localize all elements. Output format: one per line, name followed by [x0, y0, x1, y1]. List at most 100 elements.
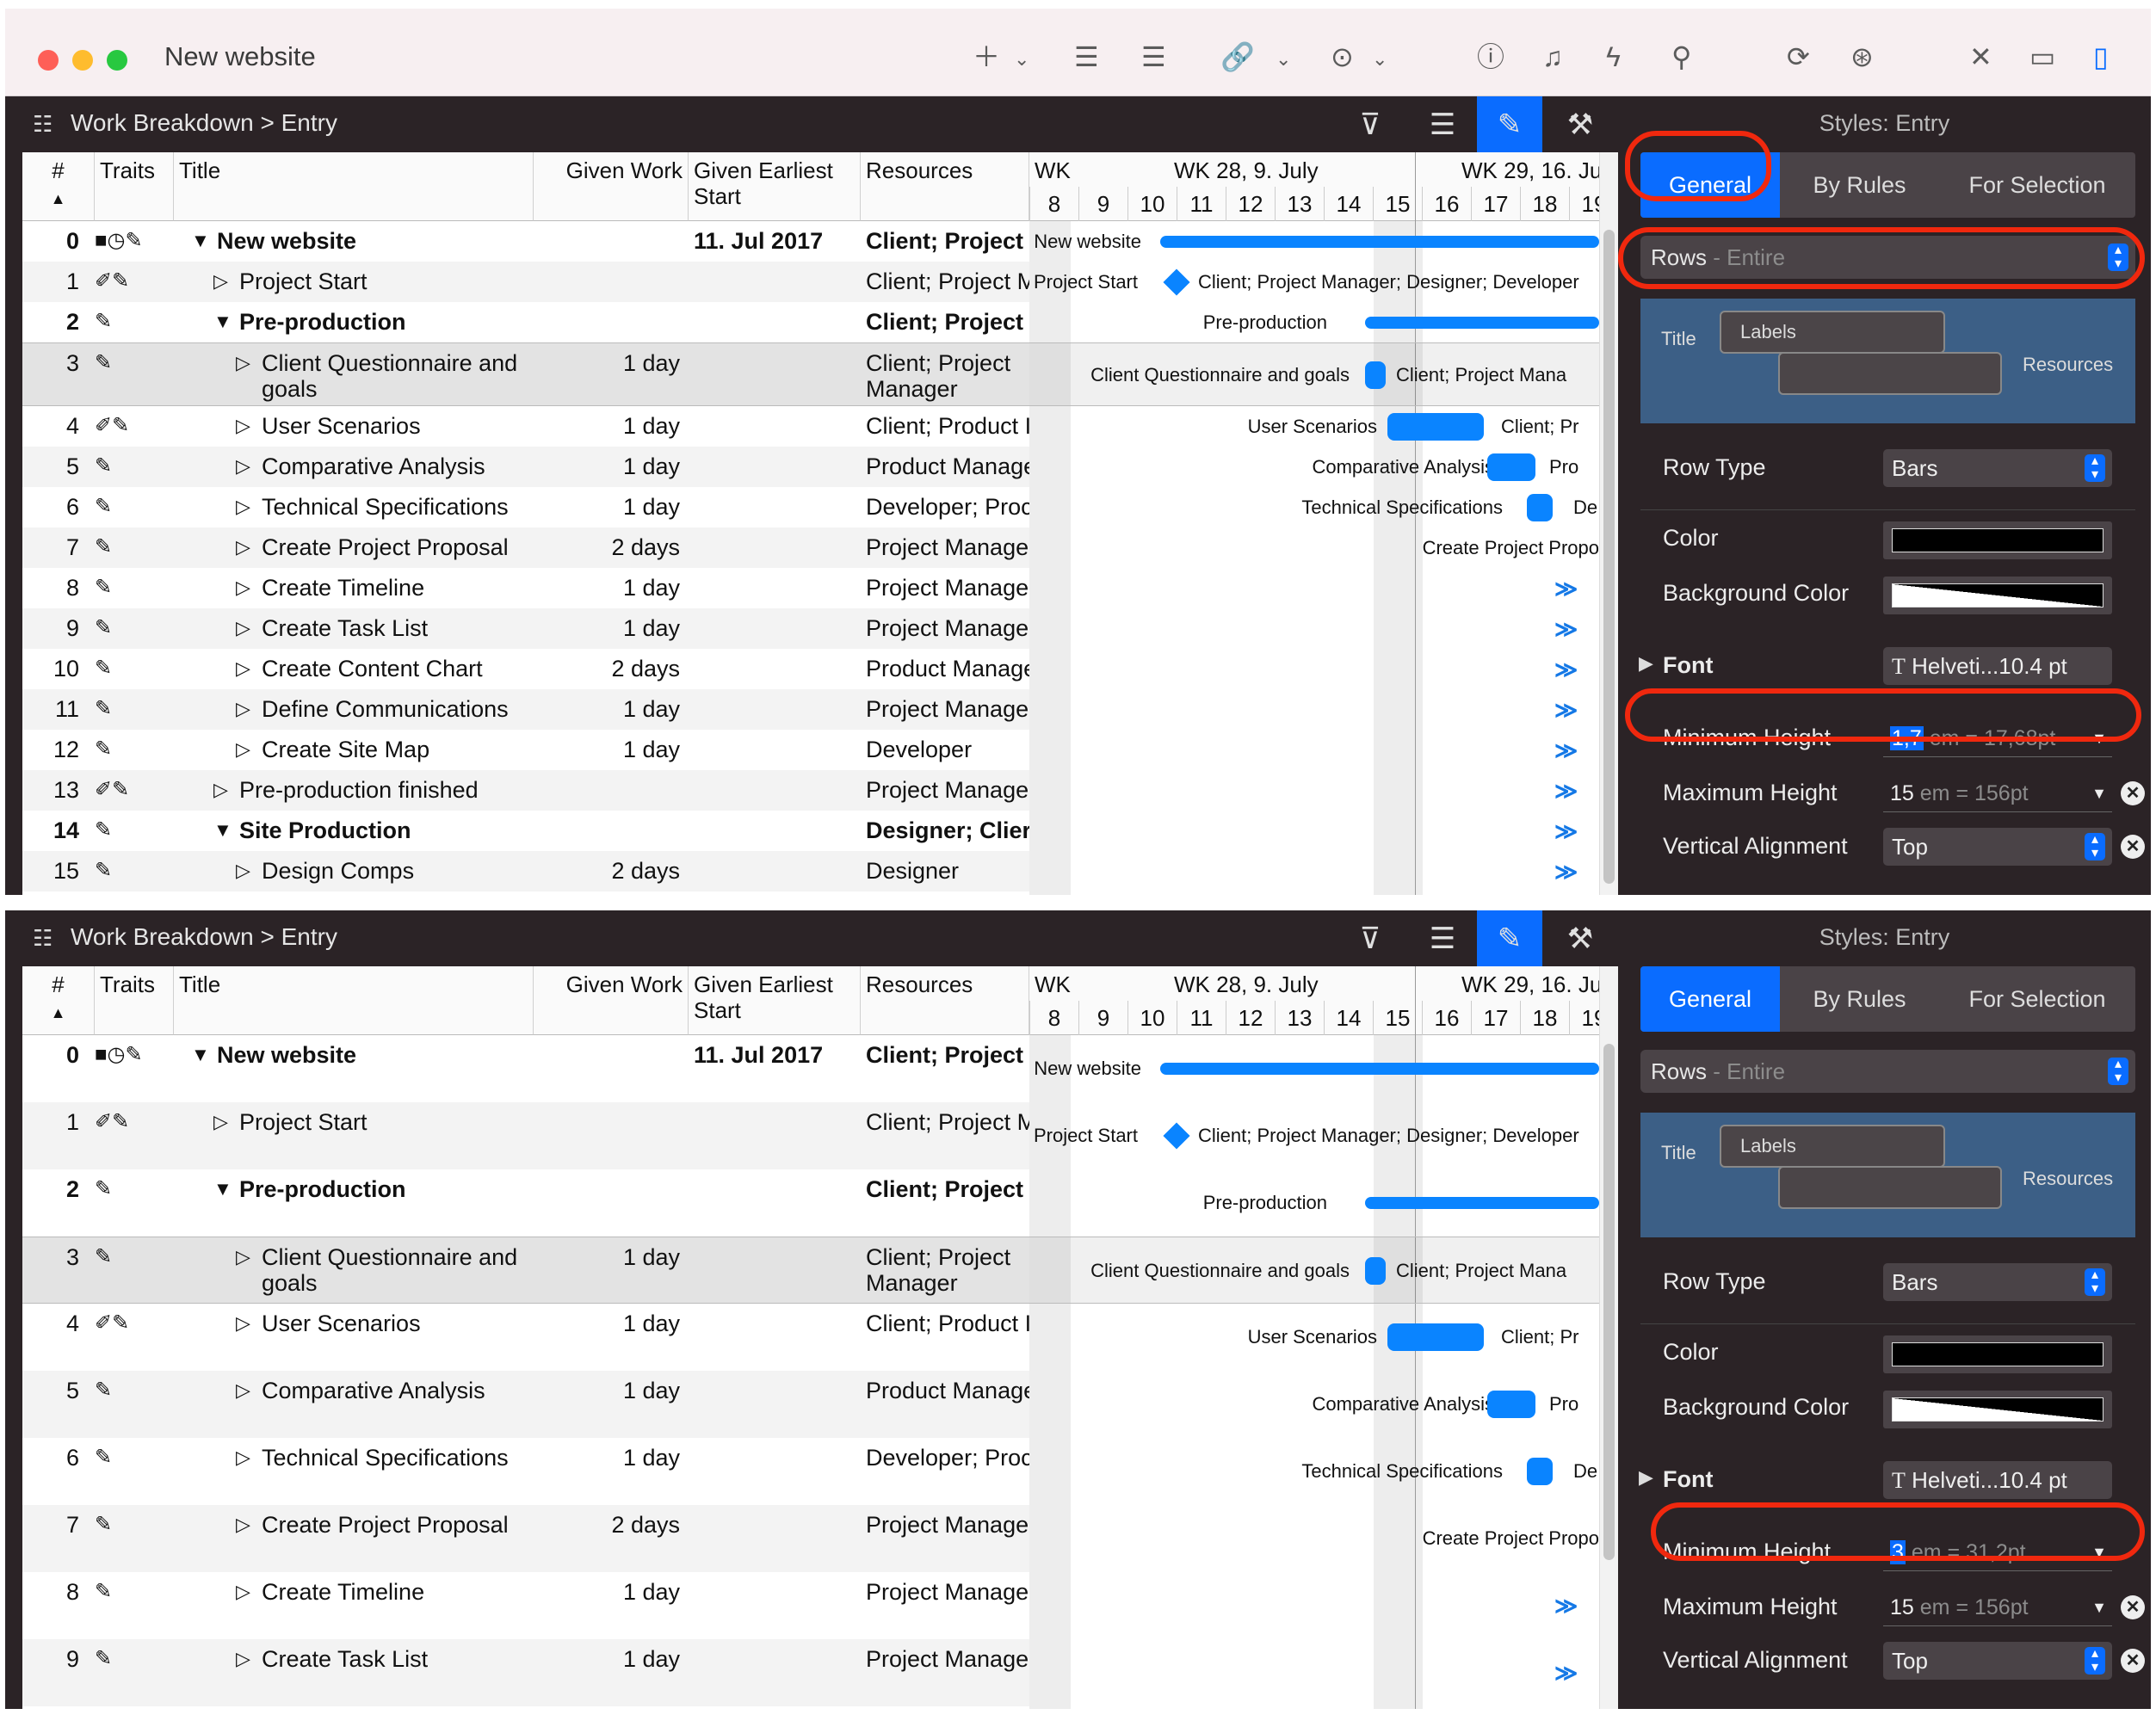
row-given-work[interactable]: 1 day — [622, 737, 680, 762]
lightning-icon[interactable]: ϟ — [1606, 41, 1621, 72]
row-resources[interactable]: Client; Project — [866, 228, 1024, 254]
table-row[interactable]: 6 ✎ ▷ Technical Specifications 1 day Develope… — [22, 1438, 1029, 1505]
row-resources[interactable]: Developer; Proc — [866, 494, 1029, 520]
outdent-icon[interactable]: ☰ — [1141, 41, 1166, 72]
table-row[interactable]: 6 ✎ ▷ Technical Specifications 1 day Develope… — [22, 487, 1029, 527]
disclosure-triangle-icon[interactable]: ▷ — [236, 617, 250, 638]
row-resources[interactable]: Developer — [866, 737, 973, 762]
vertical-scrollbar[interactable] — [1599, 152, 1618, 895]
disclosure-triangle-icon[interactable]: ▷ — [236, 1246, 250, 1267]
font-button[interactable]: T Helveti...10.4 pt — [1883, 647, 2112, 685]
disclosure-triangle-icon[interactable]: ▷ — [236, 698, 250, 719]
chevron-down-icon[interactable]: ⌄ — [1276, 48, 1292, 70]
table-row[interactable]: 8 ✎ ▷ Create Timeline 1 day Project Manage — [22, 1572, 1029, 1639]
row-resources[interactable]: Product Manage — [866, 1378, 1029, 1403]
row-given-work[interactable]: 1 day — [622, 1378, 680, 1403]
table-row[interactable]: 3 ✎ ▷ Client Questionnaire and goals 1 day Cli… — [22, 342, 1029, 406]
wrench-icon[interactable]: ⚒ — [1566, 922, 1594, 955]
disclosure-triangle-icon[interactable]: ▷ — [213, 779, 228, 800]
scrollbar-thumb[interactable] — [1603, 230, 1615, 884]
row-title[interactable]: Pre-production — [239, 1176, 406, 1202]
row-resources[interactable]: Designer; Clier — [866, 817, 1029, 843]
help-icon[interactable]: ⓘ — [1477, 41, 1505, 72]
row-title[interactable]: Client Questionnaire and — [262, 350, 518, 376]
background-color-well[interactable] — [1883, 577, 2112, 614]
disclosure-triangle-icon[interactable]: ▷ — [236, 1379, 250, 1401]
row-resources[interactable]: Client; Project — [866, 350, 1011, 376]
sync-icon[interactable]: ⟳ — [1787, 41, 1810, 72]
disclosure-triangle-icon[interactable]: ▷ — [236, 455, 250, 477]
gantt-bar[interactable] — [1487, 453, 1535, 481]
table-row[interactable]: 15 ✎ ▷ Design Comps 2 days Designer — [22, 851, 1029, 891]
row-given-work[interactable]: 2 days — [611, 1512, 680, 1538]
row-resources[interactable]: Project Manage — [866, 575, 1029, 601]
disclosure-triangle-icon[interactable]: ▷ — [236, 1312, 250, 1334]
tab-for-selection[interactable]: For Selection — [1968, 172, 2106, 198]
row-resources[interactable]: Project Manage — [866, 696, 1029, 722]
table-row[interactable]: 14 ✎ ▼ Site Production Designer; Clier — [22, 811, 1029, 851]
network-icon[interactable]: ⊛ — [1850, 41, 1874, 72]
col-header-given-earliest-start[interactable]: Given Earliest Start — [689, 152, 861, 221]
row-resources[interactable]: Project Manage — [866, 1579, 1029, 1605]
sidebar-right-icon[interactable]: ▯ — [2093, 41, 2109, 72]
disclosure-triangle-icon[interactable]: ▷ — [236, 352, 250, 373]
row-given-work[interactable]: 1 day — [622, 1445, 680, 1471]
row-resources[interactable]: Client; Product I — [866, 413, 1029, 439]
gantt-bar[interactable] — [1365, 361, 1386, 389]
disclosure-triangle-icon[interactable]: ▷ — [236, 738, 250, 760]
scrollbar-thumb[interactable] — [1603, 1044, 1615, 1560]
row-title[interactable]: Define Communications — [262, 696, 509, 722]
row-given-work[interactable]: 1 day — [622, 1646, 680, 1672]
maximum-height-field[interactable]: 15 em = 156pt ▼ — [1883, 774, 2112, 812]
gantt-bar[interactable] — [1387, 413, 1484, 441]
disclosure-triangle-icon[interactable]: ▷ — [236, 1648, 250, 1669]
table-row[interactable]: 9 ✎ ▷ Create Task List 1 day Project Manage — [22, 1639, 1029, 1706]
table-row[interactable]: 2 ✎ ▼ Pre-production Client; Project — [22, 1169, 1029, 1237]
col-header-given-work[interactable]: Given Work — [534, 966, 689, 1035]
row-title[interactable]: Technical Specifications — [262, 494, 509, 520]
clear-icon[interactable]: ✕ — [2121, 1595, 2145, 1619]
indent-icon[interactable]: ☰ — [1074, 41, 1099, 72]
table-row[interactable]: 13 ✐✎ ▷ Pre-production finished Project Mana… — [22, 770, 1029, 811]
row-title[interactable]: Create Task List — [262, 1646, 429, 1672]
disclosure-triangle-icon[interactable]: ▶ — [1639, 652, 1653, 674]
row-given-work[interactable]: 1 day — [622, 1244, 680, 1270]
row-given-work[interactable]: 2 days — [611, 858, 680, 884]
row-resources[interactable]: Product Manage — [866, 453, 1029, 479]
row-resources[interactable]: Client; Project — [866, 1042, 1024, 1068]
row-title[interactable]: Create Timeline — [262, 575, 425, 601]
gantt-bar[interactable] — [1365, 1257, 1386, 1285]
bottom-panel-icon[interactable]: ▭ — [2029, 41, 2056, 72]
more-arrow-icon[interactable]: ≫ — [1554, 859, 1578, 885]
row-given-work[interactable]: 1 day — [622, 453, 680, 479]
close-window-button[interactable] — [38, 50, 59, 71]
row-title[interactable]: Project Start — [239, 268, 368, 294]
row-resources[interactable]: Client; Project — [866, 1176, 1024, 1202]
row-resources[interactable]: Project Manage — [866, 1646, 1029, 1672]
link-icon[interactable]: 🔗 — [1220, 41, 1255, 72]
disclosure-triangle-icon[interactable]: ▷ — [236, 496, 250, 517]
more-arrow-icon[interactable]: ≫ — [1554, 697, 1578, 723]
row-title[interactable]: Comparative Analysis — [262, 1378, 485, 1403]
disclosure-triangle-icon[interactable]: ▷ — [236, 415, 250, 436]
wrench-icon[interactable]: ⚒ — [1566, 108, 1594, 141]
chevron-down-icon[interactable]: ⌄ — [1014, 48, 1030, 70]
rows-scope-select[interactable]: Rows - Entire ▴ ▾ — [1640, 1050, 2135, 1093]
row-earliest-start[interactable]: 11. Jul 2017 — [694, 228, 824, 254]
zoom-window-button[interactable] — [107, 50, 127, 71]
col-header-traits[interactable]: Traits — [95, 966, 174, 1035]
row-resources[interactable]: Client; Project M — [866, 268, 1029, 294]
color-well[interactable] — [1883, 1335, 2112, 1373]
table-row[interactable]: 3 ✎ ▷ Client Questionnaire and goals 1 day Cli… — [22, 1237, 1029, 1304]
table-row[interactable]: 5 ✎ ▷ Comparative Analysis 1 day Product Mana… — [22, 1371, 1029, 1438]
row-given-work[interactable]: 2 days — [611, 534, 680, 560]
table-row[interactable]: 2 ✎ ▼ Pre-production Client; Project — [22, 302, 1029, 342]
row-title[interactable]: New website — [217, 1042, 357, 1068]
table-row[interactable]: 12 ✎ ▷ Create Site Map 1 day Developer — [22, 730, 1029, 770]
row-resources[interactable]: Client; Project — [866, 309, 1024, 335]
disclosure-triangle-icon[interactable]: ▼ — [213, 1178, 232, 1200]
clear-icon[interactable]: ✕ — [2121, 835, 2145, 859]
col-header-resources[interactable]: Resources — [861, 966, 1029, 1035]
more-arrow-icon[interactable]: ≫ — [1554, 657, 1578, 682]
filter-icon[interactable]: ⊽ — [1359, 922, 1381, 955]
